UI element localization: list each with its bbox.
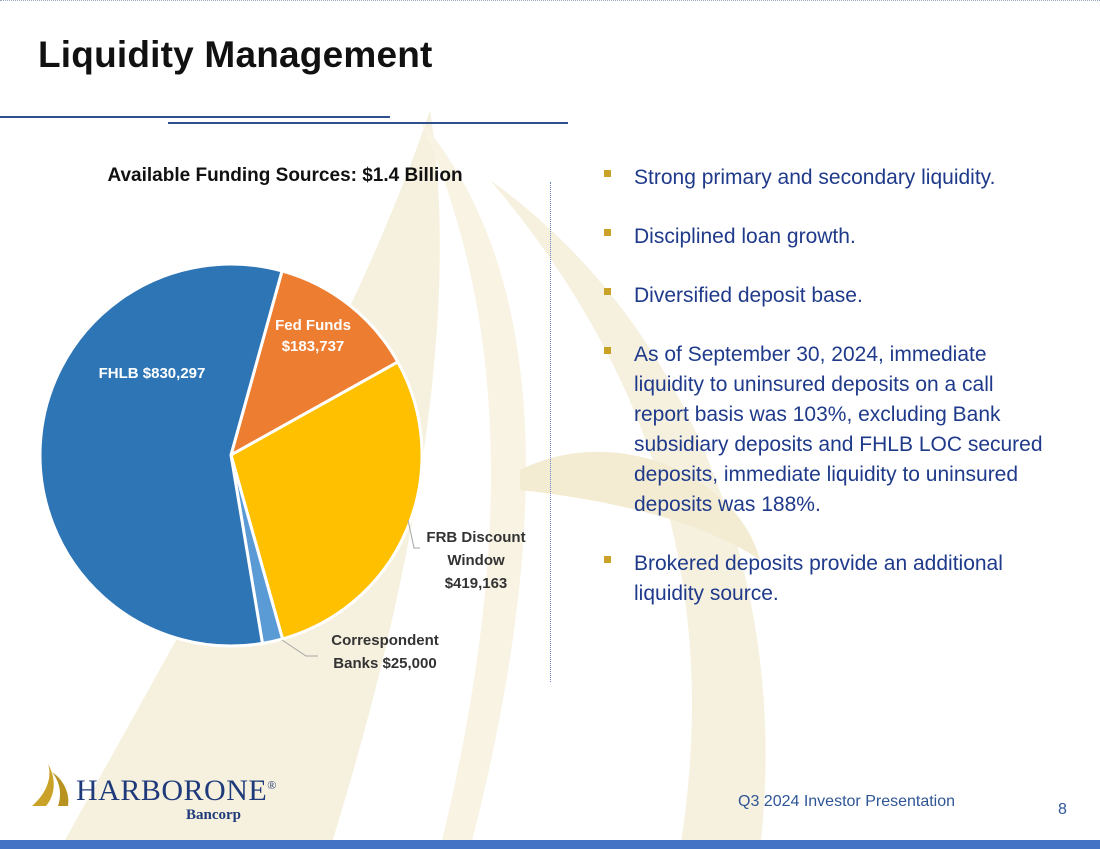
bullet-marker-icon <box>604 170 611 177</box>
sail-shape-mid <box>420 120 526 849</box>
footer-presentation-label: Q3 2024 Investor Presentation <box>738 793 956 810</box>
bullet-text: As of September 30, 2024, immediate liqu… <box>634 343 1043 516</box>
pie-slice-label-line: FHLB $830,297 <box>99 365 206 382</box>
pie-slice-label: Fed Funds $183,737 <box>275 317 351 355</box>
bullet-item: Diversified deposit base. <box>604 281 1054 311</box>
pie-slice-label-line: Correspondent <box>331 632 439 649</box>
bullet-list: Strong primary and secondary liquidity. … <box>604 163 1054 638</box>
chart-title: Available Funding Sources: $1.4 Billion <box>107 165 463 186</box>
pie-slice-label-line: Banks $25,000 <box>333 655 436 672</box>
sail-shape-left <box>60 110 440 849</box>
pie-slice-label-line: FRB Discount <box>426 529 525 546</box>
bullet-item: Disciplined loan growth. <box>604 222 1054 252</box>
sail-shape-right <box>490 180 766 849</box>
bullet-item: As of September 30, 2024, immediate liqu… <box>604 340 1054 520</box>
page-number: 8 <box>1058 801 1067 818</box>
bullet-text: Diversified deposit base. <box>634 284 863 307</box>
pie-slice <box>38 262 284 648</box>
sail-logo-icon <box>32 764 69 806</box>
pie-slice-label: FRB Discount Window $419,163 <box>426 529 525 592</box>
top-dotted-border <box>0 0 1100 1</box>
label-leader-line <box>281 639 318 657</box>
pie-slice <box>229 359 424 641</box>
vertical-divider <box>550 182 551 682</box>
pie-slice-label: FHLB $830,297 <box>99 365 206 382</box>
harborone-logo: HARBORONE® Bancorp <box>26 760 286 830</box>
title-underline-top <box>0 116 390 118</box>
bullet-marker-icon <box>604 556 611 563</box>
logo-wordmark: HARBORONE® <box>76 774 277 808</box>
pie-slice-label-line: $419,163 <box>445 575 508 592</box>
sail-shape-wave <box>520 451 760 560</box>
bullet-marker-icon <box>604 229 611 236</box>
bullet-text: Strong primary and secondary liquidity. <box>634 166 996 189</box>
bottom-accent-bar <box>0 840 1100 849</box>
bullet-item: Brokered deposits provide an additional … <box>604 549 1054 609</box>
bullet-marker-icon <box>604 288 611 295</box>
logo-word: HARBORONE <box>76 774 268 807</box>
pie-slice-label: Correspondent Banks $25,000 <box>331 632 439 672</box>
bullet-text: Disciplined loan growth. <box>634 225 856 248</box>
slide-title: Liquidity Management <box>38 34 433 75</box>
pie-slice <box>228 269 400 459</box>
pie-slice-label-line: Fed Funds <box>275 317 351 334</box>
bullet-item: Strong primary and secondary liquidity. <box>604 163 1054 193</box>
bullet-text: Brokered deposits provide an additional … <box>634 552 1003 605</box>
pie-slice-label-line: $183,737 <box>282 338 345 355</box>
bullet-marker-icon <box>604 347 611 354</box>
logo-subtitle: Bancorp <box>186 807 242 823</box>
label-leader-line <box>407 519 420 549</box>
logo-registered: ® <box>267 778 277 792</box>
title-underline-bottom <box>168 122 568 124</box>
pie-slice-label-line: Window <box>447 552 505 569</box>
